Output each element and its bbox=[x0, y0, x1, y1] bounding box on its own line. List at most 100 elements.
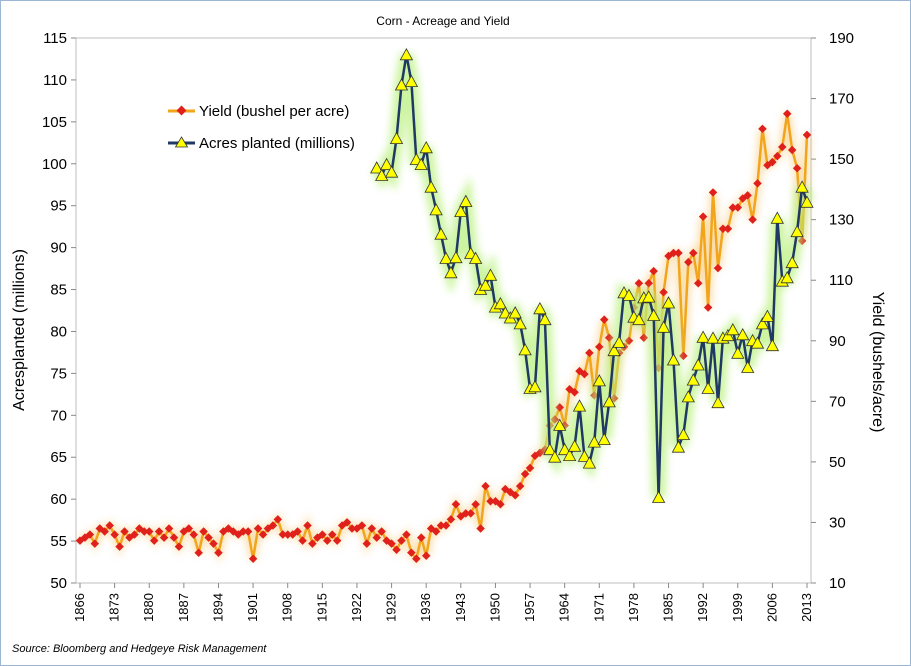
acres-point bbox=[528, 379, 542, 393]
acres-point bbox=[785, 255, 799, 269]
yield-point bbox=[159, 533, 169, 542]
acres-point bbox=[765, 338, 780, 352]
yield-point bbox=[684, 257, 693, 267]
acres-point bbox=[592, 374, 606, 387]
x-axis: 1866 1873 1880 1887 1894 1901 1908 1915 1922 1929… bbox=[72, 583, 814, 622]
x-tick-label: 1971 bbox=[591, 593, 606, 622]
legend-item-yield: Yield (bushel per acre) bbox=[168, 103, 349, 120]
yield-point bbox=[204, 533, 213, 542]
y-left-tick-label: 75 bbox=[50, 365, 67, 382]
acres-point bbox=[681, 390, 695, 403]
legend-acres-marker bbox=[174, 136, 189, 148]
yield-point bbox=[402, 530, 411, 539]
yield-point bbox=[486, 497, 495, 506]
y-right-tick-label: 90 bbox=[829, 333, 846, 350]
acres-point bbox=[770, 211, 784, 224]
acres-point bbox=[691, 358, 705, 371]
acres-point bbox=[790, 224, 804, 238]
acres-point bbox=[567, 439, 582, 452]
acres-point bbox=[736, 327, 750, 341]
acres-point bbox=[434, 227, 448, 240]
x-tick-label: 1894 bbox=[210, 593, 225, 622]
legend-yield-marker bbox=[176, 105, 187, 116]
yield-point bbox=[85, 530, 95, 539]
yield-point bbox=[253, 524, 263, 533]
acres-point bbox=[493, 296, 508, 310]
acres-point bbox=[553, 418, 567, 431]
yield-point bbox=[90, 539, 100, 548]
y-axis-left: 50 55 60 65 70 75 80 85 90 95 100 105 110 115 bbox=[42, 30, 76, 592]
yield-point bbox=[476, 524, 485, 533]
acres-point bbox=[666, 353, 681, 366]
x-tick-label: 1922 bbox=[349, 593, 364, 622]
yield-point bbox=[199, 527, 208, 536]
acres-point bbox=[795, 180, 809, 193]
yield-point bbox=[787, 145, 797, 155]
x-tick-label: 1992 bbox=[695, 593, 710, 622]
x-tick-label: 2006 bbox=[764, 593, 779, 622]
yield-point bbox=[693, 279, 703, 288]
acres-point bbox=[454, 204, 468, 218]
acres-point bbox=[696, 330, 710, 343]
acres-point bbox=[587, 435, 601, 448]
acres-point bbox=[543, 442, 557, 456]
x-tick-label: 1936 bbox=[418, 593, 433, 622]
x-tick-label: 1964 bbox=[557, 593, 572, 622]
acres-point bbox=[597, 432, 611, 446]
legend: Yield (bushel per acre) Acres planted (m… bbox=[168, 103, 355, 152]
y-right-tick-label: 190 bbox=[829, 30, 854, 47]
yield-point bbox=[194, 548, 203, 557]
acres-point bbox=[384, 165, 399, 178]
acres-point bbox=[459, 194, 473, 207]
yield-point bbox=[782, 109, 792, 118]
acres-point bbox=[726, 322, 740, 336]
yield-point bbox=[184, 524, 194, 533]
acres-point bbox=[518, 343, 532, 356]
yield-point bbox=[510, 490, 520, 500]
yield-point bbox=[555, 403, 564, 412]
yield-point bbox=[293, 527, 302, 536]
x-tick-label: 1873 bbox=[107, 593, 122, 622]
y-right-tick-label: 110 bbox=[829, 272, 853, 289]
yield-point bbox=[758, 124, 767, 134]
acres-point bbox=[731, 346, 745, 359]
chart-title: Corn - Acreage and Yield bbox=[376, 14, 509, 28]
yield-point bbox=[639, 333, 649, 343]
acres-point bbox=[577, 449, 592, 462]
yield-point bbox=[407, 548, 416, 557]
yield-point bbox=[214, 548, 223, 557]
x-tick-label: 1985 bbox=[661, 593, 676, 622]
y-right-tick-label: 70 bbox=[829, 393, 846, 410]
acres-point bbox=[721, 328, 735, 342]
acres-point bbox=[439, 251, 453, 264]
y-right-tick-label: 150 bbox=[829, 151, 854, 168]
yield-point bbox=[298, 536, 307, 545]
y-left-tick-label: 110 bbox=[43, 72, 67, 89]
acres-point bbox=[582, 456, 597, 469]
yield-point bbox=[362, 539, 372, 548]
yield-point bbox=[323, 536, 332, 545]
yield-point bbox=[248, 554, 258, 564]
x-tick-label: 1908 bbox=[280, 593, 295, 622]
yield-point bbox=[328, 530, 337, 539]
y-left-tick-label: 80 bbox=[50, 323, 67, 340]
x-tick-label: 1957 bbox=[522, 593, 537, 622]
yield-point bbox=[332, 536, 342, 545]
yield-point bbox=[624, 336, 634, 345]
acres-point bbox=[389, 131, 404, 145]
acres-point bbox=[379, 157, 394, 171]
yield-point bbox=[436, 521, 446, 530]
acres-line bbox=[375, 53, 809, 499]
yield-point bbox=[209, 539, 218, 548]
yield-point bbox=[164, 524, 174, 533]
acres-point bbox=[483, 268, 498, 281]
legend-acres-label: Acres planted (millions) bbox=[199, 135, 355, 152]
yield-point bbox=[283, 530, 292, 539]
acres-point bbox=[562, 448, 577, 462]
yield-point bbox=[258, 530, 268, 539]
y-left-tick-label: 70 bbox=[50, 407, 67, 424]
yield-point bbox=[441, 521, 451, 530]
yield-point bbox=[669, 248, 678, 258]
yield-point bbox=[748, 215, 757, 224]
